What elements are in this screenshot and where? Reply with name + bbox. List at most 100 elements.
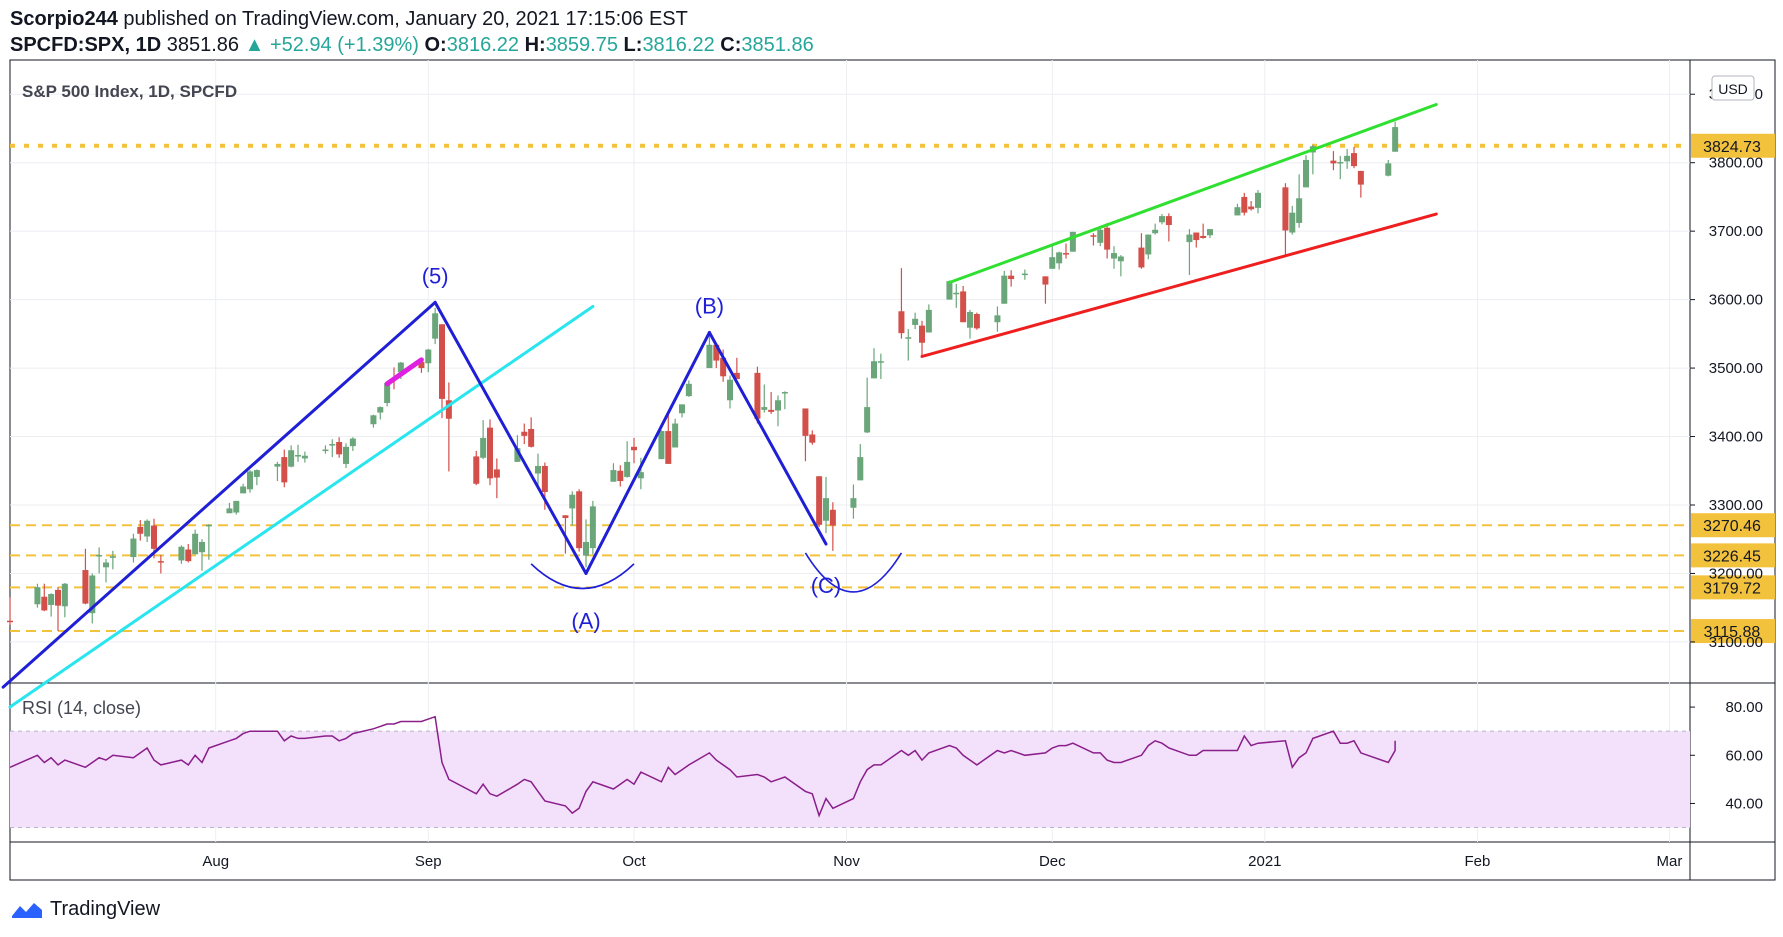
candle-body (288, 450, 295, 467)
candle-body (185, 549, 192, 562)
candle-body (706, 344, 713, 369)
low-label: L: (623, 34, 643, 56)
price-tick-label: 3800.00 (1709, 155, 1763, 172)
candle-body (912, 318, 919, 325)
candle-body (48, 594, 55, 605)
abc-correction-line (584, 330, 711, 575)
candle-body (199, 541, 205, 553)
drawings[interactable]: (5) (A) (B) (C) (1, 103, 1438, 709)
candle-body (541, 465, 548, 492)
abc-correction-line (433, 300, 588, 575)
price-level-label: 3179.72 (1703, 580, 1761, 597)
wave-label: (C) (811, 573, 842, 598)
candle-body (761, 407, 768, 410)
price-tick-label: 3300.00 (1709, 497, 1763, 514)
price-level-label: 3824.73 (1703, 139, 1761, 156)
rsi-label: RSI (14, close) (22, 698, 141, 718)
candle-body (1330, 160, 1337, 164)
candle-body (1186, 234, 1193, 243)
candle-body (583, 541, 589, 556)
close-value: 3851.86 (741, 34, 814, 56)
rsi-tick-label: 60.00 (1725, 747, 1763, 764)
candle-body (157, 561, 164, 563)
time-tick-label: 2021 (1248, 853, 1281, 870)
candle-body (130, 538, 137, 558)
candle-body (768, 409, 775, 412)
brand-name[interactable]: TradingView (50, 898, 161, 920)
candle-body (1159, 216, 1165, 223)
candle-body (247, 471, 253, 490)
candle-body (1248, 206, 1255, 210)
published-text: published on TradingView.com, January 20… (123, 8, 688, 30)
candle-body (624, 461, 631, 477)
price-levels: 3824.73 3270.46 3226.45 3179.72 3115.88 (10, 133, 1775, 644)
price-level-tag (1691, 543, 1775, 568)
candle-body (713, 344, 720, 361)
candle-body (55, 589, 61, 606)
candle-body (240, 486, 247, 494)
currency-label: USD (1718, 81, 1748, 97)
symbol-label[interactable]: SPCFD:SPX, 1D (10, 34, 162, 56)
change-arrow-icon: ▲ (244, 34, 265, 56)
time-tick-label: Nov (833, 853, 860, 870)
support-trendline (8, 304, 595, 709)
candle-body (1049, 257, 1056, 269)
close-label: C: (720, 34, 742, 56)
wave-label: (B) (695, 293, 724, 318)
candle-body (439, 324, 445, 399)
open-label: O: (424, 34, 447, 56)
price-tick-label: 3200.00 (1709, 565, 1763, 582)
candle-body (823, 498, 829, 521)
candle-body (1193, 232, 1200, 241)
candle-body (1111, 253, 1117, 259)
candle-body (754, 372, 761, 419)
candle-body (857, 457, 864, 481)
candle-body (973, 313, 980, 329)
author-name[interactable]: Scorpio244 (10, 8, 118, 30)
candle-body (151, 525, 157, 549)
rsi-pane (9, 715, 1690, 829)
grid (10, 60, 1690, 842)
channel-upper-line (947, 103, 1438, 284)
rsi-tick-label: 40.00 (1725, 795, 1763, 812)
price-level-label: 3115.88 (1704, 624, 1761, 641)
candle-body (679, 404, 685, 414)
candle-body (1207, 229, 1213, 236)
chart-title: S&P 500 Index, 1D, SPCFD (22, 82, 237, 101)
candles (7, 121, 1399, 631)
time-tick-label: Feb (1464, 853, 1490, 870)
high-value: 3859.75 (545, 34, 618, 56)
candle-body (397, 362, 404, 373)
candle-body (1200, 235, 1207, 238)
candle-body (658, 431, 665, 460)
candle-body (301, 455, 308, 459)
candle-body (1090, 235, 1097, 237)
time-tick-label: Sep (415, 853, 442, 870)
chart-frame (9, 59, 1776, 881)
currency-button[interactable]: USD (1711, 75, 1755, 101)
candle-body (871, 361, 877, 379)
candle-body (576, 491, 583, 549)
time-tick-label: Mar (1657, 853, 1683, 870)
time-tick-label: Aug (202, 853, 229, 870)
candle-body (1063, 253, 1069, 255)
candle-body (1001, 275, 1008, 304)
price-level-tag (1691, 575, 1775, 600)
candle-body (425, 349, 432, 364)
low-value: 3816.22 (642, 34, 715, 56)
candle-body (1069, 231, 1076, 252)
price-tick-label: 3400.00 (1709, 429, 1763, 446)
impulse-trendline (1, 300, 437, 689)
candle-body (1042, 276, 1049, 285)
candle-body (672, 423, 679, 448)
candle-body (877, 361, 884, 363)
open-value: 3816.22 (446, 34, 520, 56)
price-level-tag (1691, 619, 1775, 644)
candle-body (473, 456, 480, 484)
candle-body (144, 520, 151, 537)
time-tick-label: Oct (622, 853, 646, 870)
candle-body (1344, 155, 1351, 162)
candle-body (281, 457, 288, 483)
candle-body (685, 383, 692, 397)
